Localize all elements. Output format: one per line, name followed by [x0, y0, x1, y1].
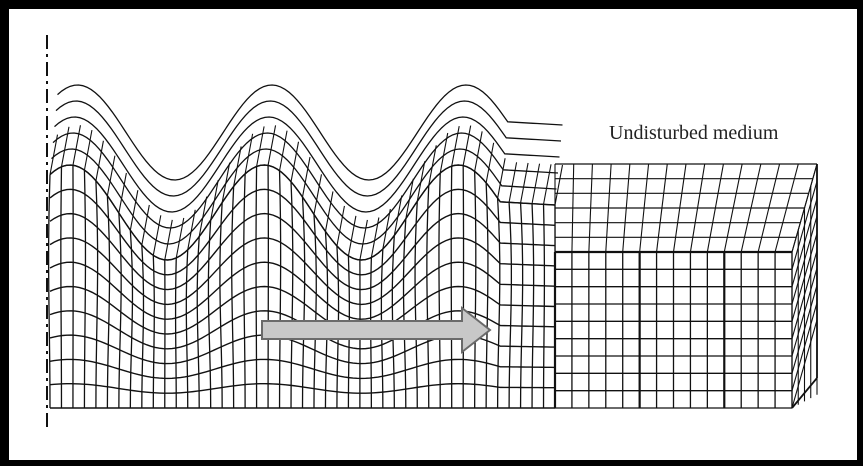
- mesh-depth-line: [152, 215, 162, 256]
- mesh-vertical-line: [231, 186, 235, 409]
- mesh-surface-line: [52, 132, 559, 229]
- mesh-vertical-line: [402, 218, 407, 409]
- mesh-vertical-line: [426, 185, 430, 409]
- block-top-depth-line: [740, 163, 762, 253]
- block-top-depth-line: [656, 163, 668, 253]
- mesh-depth-line: [382, 208, 391, 250]
- mesh-horizontal-line: [49, 237, 556, 306]
- block-bottom-edge: [791, 377, 818, 409]
- mesh-vertical-line: [485, 182, 489, 409]
- mesh-depth-line: [141, 204, 150, 246]
- mesh-depth-line: [336, 205, 345, 247]
- mesh-vertical-line: [129, 230, 134, 409]
- mesh-depth-line: [72, 125, 81, 166]
- mesh-depth-line: [405, 178, 414, 219]
- block-top-depth-line: [689, 163, 706, 253]
- mesh-depth-line: [290, 141, 300, 182]
- disturbed-medium-mesh: [47, 84, 564, 409]
- mesh-depth-line: [439, 132, 449, 174]
- mesh-vertical-line: [324, 231, 329, 409]
- mesh-vertical-line: [496, 198, 501, 409]
- mesh-depth-line: [497, 158, 506, 199]
- mesh-depth-line: [324, 191, 334, 232]
- mesh-vertical-line: [95, 180, 99, 409]
- propagation-direction-arrow-icon: [261, 305, 492, 355]
- block-top-depth-line: [706, 163, 724, 253]
- mesh-vertical-line: [219, 202, 223, 409]
- mesh-vertical-line: [301, 196, 306, 409]
- mesh-depth-line: [508, 162, 518, 203]
- mesh-depth-line: [244, 133, 254, 174]
- mesh-depth-line: [542, 164, 552, 205]
- mesh-depth-line: [60, 126, 70, 167]
- mesh-vertical-line: [106, 195, 111, 409]
- mesh-depth-line: [175, 217, 185, 259]
- block-top-depth-line: [757, 163, 781, 253]
- mesh-depth-line: [520, 162, 529, 204]
- mesh-depth-line: [164, 219, 173, 260]
- mesh-depth-line: [462, 125, 472, 166]
- mesh-depth-line: [210, 180, 219, 221]
- mesh-horizontal-line: [49, 382, 556, 394]
- mesh-depth-line: [279, 130, 288, 171]
- undisturbed-medium-block: [553, 163, 818, 409]
- mesh-vertical-line: [47, 174, 51, 409]
- mesh-depth-line: [49, 134, 59, 175]
- mesh-vertical-line: [290, 181, 294, 409]
- mesh-depth-line: [118, 172, 127, 214]
- mesh-horizontal-line: [49, 188, 556, 276]
- mesh-depth-line: [428, 145, 437, 186]
- mesh-horizontal-line: [49, 285, 556, 335]
- mesh-horizontal-line: [49, 358, 556, 380]
- mesh-surface-line: [54, 116, 560, 213]
- mesh-depth-line: [474, 131, 483, 172]
- mesh-depth-line: [485, 142, 495, 183]
- mesh-depth-line: [267, 125, 277, 166]
- mesh-depth-line: [370, 217, 380, 258]
- mesh-depth-line: [301, 156, 311, 198]
- rayleigh-wave-diagram: [46, 35, 818, 430]
- mesh-vertical-line: [207, 220, 212, 409]
- arrow-shape: [261, 305, 492, 355]
- mesh-depth-line: [233, 146, 242, 187]
- mesh-surface-line: [55, 100, 562, 197]
- mesh-depth-line: [129, 190, 139, 231]
- mesh-vertical-line: [118, 212, 122, 409]
- mesh-surface-line: [51, 148, 557, 245]
- mesh-horizontal-line: [49, 261, 556, 320]
- block-top-depth-line: [672, 163, 687, 253]
- mesh-depth-line: [95, 140, 104, 181]
- mesh-depth-line: [554, 164, 564, 206]
- mesh-depth-line: [187, 209, 196, 250]
- mesh-depth-line: [347, 215, 357, 257]
- undisturbed-medium-label: Undisturbed medium: [609, 122, 779, 144]
- mesh-depth-line: [256, 126, 265, 167]
- mesh-depth-line: [451, 126, 460, 167]
- block-top-depth-line: [639, 163, 650, 253]
- mesh-horizontal-line: [49, 212, 556, 291]
- mesh-depth-line: [393, 195, 403, 236]
- mesh-depth-line: [531, 163, 541, 204]
- mesh-depth-line: [313, 174, 323, 215]
- mesh-vertical-line: [196, 236, 200, 409]
- mesh-depth-line: [416, 161, 426, 202]
- block-top-depth-line: [723, 163, 743, 253]
- mesh-depth-line: [83, 129, 93, 171]
- block-top-depth-line: [774, 163, 799, 253]
- mesh-depth-line: [221, 162, 231, 203]
- mesh-depth-line: [359, 219, 368, 261]
- mesh-depth-line: [198, 196, 208, 237]
- block-top-depth-line: [588, 163, 593, 253]
- block-top-depth-line: [571, 163, 575, 253]
- mesh-depth-line: [106, 155, 116, 196]
- block-top-depth-line: [605, 163, 612, 253]
- mesh-vertical-line: [414, 201, 418, 409]
- mesh-vertical-line: [313, 214, 317, 409]
- mesh-surface-line: [57, 84, 563, 181]
- block-top-depth-line: [622, 163, 631, 253]
